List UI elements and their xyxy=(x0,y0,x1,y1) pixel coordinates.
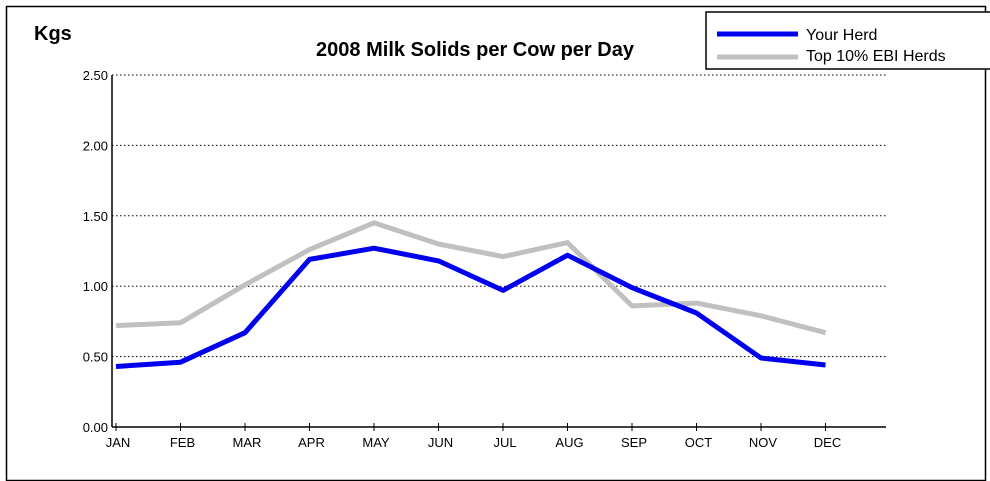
x-tick-label: NOV xyxy=(749,435,778,450)
legend-label-your-herd: Your Herd xyxy=(806,27,877,44)
x-tick-label: MAY xyxy=(362,435,390,450)
legend-label-top-ebi-herds: Top 10% EBI Herds xyxy=(806,48,946,65)
y-tick-label: 1.00 xyxy=(83,279,108,294)
y-tick-label: 2.50 xyxy=(83,68,108,83)
x-tick-labels: JAN FEB MAR APR MAY JUN JUL AUG SEP OCT NOV DEC xyxy=(106,435,842,450)
chart-title: 2008 Milk Solids per Cow per Day xyxy=(316,39,635,61)
series-line-top-ebi-herds xyxy=(115,220,827,336)
x-tick-label: JAN xyxy=(106,435,131,450)
axes xyxy=(111,75,886,431)
series-lines xyxy=(115,220,827,369)
x-tick-label: AUG xyxy=(555,435,583,450)
y-tick-label: 0.00 xyxy=(83,420,108,435)
chart-border xyxy=(5,5,987,481)
legend: Your Herd Top 10% EBI Herds xyxy=(705,11,990,70)
x-tick-label: JUN xyxy=(428,435,453,450)
series-line-your-herd xyxy=(115,245,826,369)
y-tick-labels: 0.00 0.50 1.00 1.50 2.00 2.50 xyxy=(83,68,108,435)
x-tick-label: DEC xyxy=(814,435,841,450)
y-tick-label: 2.00 xyxy=(83,138,108,153)
x-tick-label: SEP xyxy=(621,435,647,450)
y-axis-label: Kgs xyxy=(34,23,72,45)
x-tick-label: OCT xyxy=(685,435,713,450)
x-tick-label: MAR xyxy=(233,435,262,450)
x-tick-label: JUL xyxy=(493,435,516,450)
y-tick-label: 1.50 xyxy=(83,209,108,224)
x-tick-label: APR xyxy=(298,435,325,450)
y-tick-label: 0.50 xyxy=(83,350,108,365)
x-tick-label: FEB xyxy=(170,435,195,450)
